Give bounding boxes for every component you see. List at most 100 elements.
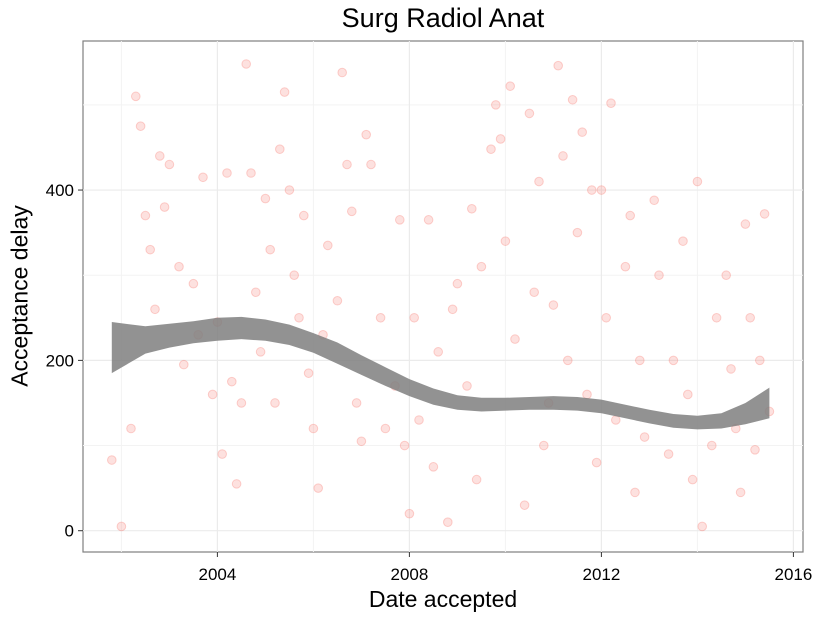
data-point: [246, 168, 256, 178]
data-point: [284, 185, 295, 195]
data-point: [567, 94, 578, 105]
data-point: [620, 261, 631, 272]
data-point: [140, 210, 151, 221]
data-point: [399, 440, 410, 451]
data-point: [491, 100, 501, 110]
data-point: [495, 134, 506, 144]
data-point: [351, 398, 362, 408]
data-point: [265, 244, 276, 255]
data-point: [236, 398, 247, 408]
data-point: [726, 364, 736, 374]
data-point: [582, 389, 592, 400]
data-point: [534, 176, 544, 187]
data-point: [591, 457, 602, 468]
data-point: [423, 215, 434, 225]
smooth-band: [111, 316, 770, 430]
data-point: [755, 355, 765, 366]
data-point: [375, 312, 386, 323]
data-point: [759, 209, 770, 219]
data-point: [663, 449, 674, 459]
data-point: [443, 517, 453, 527]
data-point: [164, 159, 175, 170]
data-point: [299, 210, 309, 221]
x-tick-label: 2012: [582, 565, 620, 584]
data-point: [678, 236, 688, 246]
data-point: [587, 185, 597, 195]
data-point: [356, 436, 367, 447]
data-point: [606, 98, 616, 108]
data-point: [159, 202, 170, 212]
data-point: [241, 59, 251, 69]
data-point: [337, 67, 348, 78]
data-point: [639, 432, 650, 442]
data-point: [270, 398, 280, 408]
data-point: [323, 240, 333, 251]
data-point: [558, 151, 568, 161]
data-point: [654, 270, 664, 281]
data-point: [548, 300, 559, 310]
y-axis-label-text: Acceptance delay: [6, 205, 33, 387]
data-point: [563, 355, 573, 366]
data-point: [366, 159, 376, 170]
data-point: [275, 144, 285, 154]
data-point: [222, 168, 232, 178]
data-point: [279, 87, 290, 97]
data-point: [740, 219, 751, 229]
data-point: [635, 355, 645, 366]
data-point: [409, 312, 420, 323]
x-axis-label: Date accepted: [368, 586, 518, 612]
data-point: [155, 151, 165, 161]
data-point: [697, 521, 708, 532]
data-point: [207, 389, 218, 400]
data-point: [255, 347, 266, 357]
data-point: [500, 236, 511, 246]
data-point: [126, 423, 136, 434]
data-point: [308, 423, 319, 434]
data-point: [116, 521, 127, 532]
data-point: [294, 312, 304, 323]
data-point: [505, 81, 516, 91]
data-point: [145, 244, 155, 255]
data-point: [150, 304, 160, 315]
data-point: [174, 261, 184, 272]
data-point: [227, 376, 237, 387]
data-point: [630, 487, 640, 498]
data-point: [529, 287, 540, 298]
data-point: [188, 278, 199, 289]
y-tick-label: 0: [65, 522, 74, 541]
data-point: [260, 193, 271, 204]
data-point: [750, 445, 760, 455]
data-point: [342, 159, 352, 170]
data-point: [539, 440, 549, 451]
x-tick-label: 2016: [774, 565, 812, 584]
data-point: [745, 312, 756, 323]
data-point: [692, 176, 703, 187]
data-point: [462, 381, 472, 391]
data-point: [486, 144, 496, 154]
data-point: [735, 487, 746, 498]
data-point: [572, 227, 583, 238]
data-point: [395, 215, 405, 225]
data-point: [347, 206, 357, 217]
grid-layer: [83, 41, 803, 552]
axis-layer: 2004 2008 2012 2016 0 200 400: [46, 181, 813, 584]
data-point: [721, 270, 732, 281]
y-tick-label: 200: [46, 351, 74, 370]
data-point: [476, 261, 487, 272]
data-point: [601, 312, 612, 323]
data-point: [447, 304, 458, 315]
data-point: [313, 483, 324, 493]
data-point: [553, 60, 564, 71]
data-point: [135, 121, 146, 131]
data-point: [303, 368, 314, 378]
data-point: [452, 278, 463, 289]
smooth-layer: [111, 316, 770, 430]
data-point: [467, 203, 477, 214]
data-point: [611, 415, 621, 425]
data-point: [414, 415, 424, 425]
data-point: [361, 129, 372, 140]
data-point: [217, 449, 227, 459]
data-point: [289, 270, 300, 281]
